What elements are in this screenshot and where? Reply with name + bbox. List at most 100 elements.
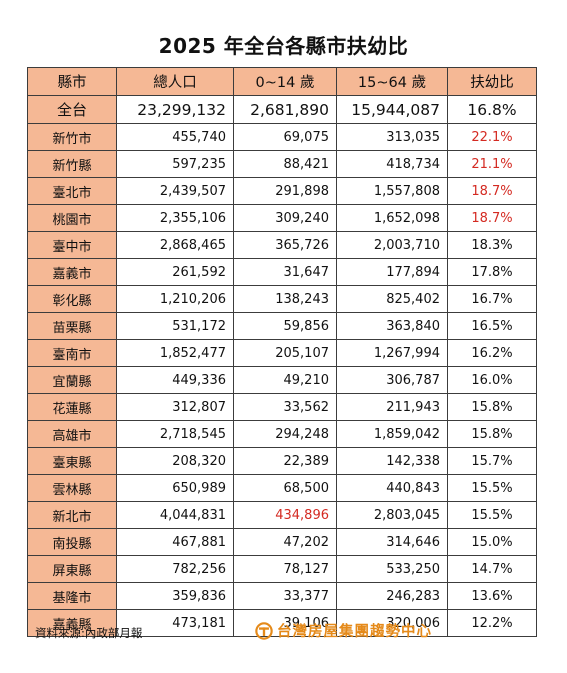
- ratio-cell: 18.7%: [447, 204, 537, 232]
- population-cell: 4,044,831: [116, 501, 234, 529]
- age-15-64-cell: 306,787: [336, 366, 448, 394]
- county-cell: 新北市: [27, 501, 117, 529]
- age-15-64-cell: 440,843: [336, 474, 448, 502]
- age-15-64-cell: 825,402: [336, 285, 448, 313]
- table-row: 雲林縣 650,989 68,500 440,843 15.5%: [27, 474, 537, 502]
- population-cell: 2,868,465: [116, 231, 234, 259]
- population-cell: 312,807: [116, 393, 234, 421]
- table-row: 彰化縣 1,210,206 138,243 825,402 16.7%: [27, 285, 537, 313]
- county-cell: 臺東縣: [27, 447, 117, 475]
- county-cell: 新竹縣: [27, 150, 117, 178]
- source-note: 資料來源:內政部月報: [35, 626, 143, 640]
- age-15-64-cell: 1,557,808: [336, 177, 448, 205]
- population-cell: 455,740: [116, 123, 234, 151]
- table-row: 臺南市 1,852,477 205,107 1,267,994 16.2%: [27, 339, 537, 367]
- population-cell: 2,355,106: [116, 204, 234, 232]
- age-0-14-cell: 39,106: [233, 609, 337, 637]
- age-0-14-cell: 205,107: [233, 339, 337, 367]
- age-15-64-cell: 211,943: [336, 393, 448, 421]
- table-row: 臺北市 2,439,507 291,898 1,557,808 18.7%: [27, 177, 537, 205]
- column-header-population: 總人口: [116, 67, 234, 96]
- table-row: 宜蘭縣 449,336 49,210 306,787 16.0%: [27, 366, 537, 394]
- age-15-64-cell: 418,734: [336, 150, 448, 178]
- table-row: 新竹縣 597,235 88,421 418,734 21.1%: [27, 150, 537, 178]
- age-0-14-cell: 49,210: [233, 366, 337, 394]
- county-cell: 桃園市: [27, 204, 117, 232]
- table-row: 臺東縣 208,320 22,389 142,338 15.7%: [27, 447, 537, 475]
- brand-name: 台灣房屋集團趨勢中心: [277, 624, 432, 640]
- age-15-64-cell: 2,803,045: [336, 501, 448, 529]
- ratio-cell: 14.7%: [447, 555, 537, 583]
- age-0-14-cell: 31,647: [233, 258, 337, 286]
- population-cell: 467,881: [116, 528, 234, 556]
- ratio-cell: 15.8%: [447, 420, 537, 448]
- age-15-64-cell: 142,338: [336, 447, 448, 475]
- age-0-14-cell: 47,202: [233, 528, 337, 556]
- ratio-cell: 22.1%: [447, 123, 537, 151]
- age-0-14-cell: 434,896: [233, 501, 337, 529]
- ratio-cell: 12.2%: [447, 609, 537, 637]
- age-0-14-cell: 294,248: [233, 420, 337, 448]
- age-0-14-cell: 309,240: [233, 204, 337, 232]
- ratio-cell: 15.7%: [447, 447, 537, 475]
- age-0-14-cell: 22,389: [233, 447, 337, 475]
- table-row: 花蓮縣 312,807 33,562 211,943 15.8%: [27, 393, 537, 421]
- table-row: 嘉義縣 473,181 39,106 320,006 12.2%: [27, 609, 537, 637]
- total-county-cell: 全台: [27, 95, 117, 124]
- total-population-cell: 23,299,132: [116, 95, 234, 124]
- county-cell: 新竹市: [27, 123, 117, 151]
- age-0-14-cell: 68,500: [233, 474, 337, 502]
- county-cell: 雲林縣: [27, 474, 117, 502]
- table-row: 基隆市 359,836 33,377 246,283 13.6%: [27, 582, 537, 610]
- population-cell: 208,320: [116, 447, 234, 475]
- age-15-64-cell: 313,035: [336, 123, 448, 151]
- county-cell: 臺中市: [27, 231, 117, 259]
- population-cell: 2,439,507: [116, 177, 234, 205]
- ratio-cell: 17.8%: [447, 258, 537, 286]
- ratio-cell: 21.1%: [447, 150, 537, 178]
- county-cell: 高雄市: [27, 420, 117, 448]
- ratio-cell: 16.0%: [447, 366, 537, 394]
- county-cell: 臺南市: [27, 339, 117, 367]
- ratio-cell: 13.6%: [447, 582, 537, 610]
- population-cell: 449,336: [116, 366, 234, 394]
- age-0-14-cell: 365,726: [233, 231, 337, 259]
- age-15-64-cell: 2,003,710: [336, 231, 448, 259]
- total-row: 全台 23,299,132 2,681,890 15,944,087 16.8%: [27, 95, 537, 124]
- age-0-14-cell: 33,562: [233, 393, 337, 421]
- brand-logo-block: 台灣房屋集團趨勢中心: [255, 620, 432, 641]
- population-cell: 473,181: [116, 609, 234, 637]
- age-15-64-cell: 363,840: [336, 312, 448, 340]
- table-header-row: 縣市 總人口 0~14 歲 15~64 歲 扶幼比: [27, 67, 537, 96]
- ratio-cell: 15.5%: [447, 474, 537, 502]
- county-cell: 宜蘭縣: [27, 366, 117, 394]
- total-ratio-cell: 16.8%: [447, 95, 537, 124]
- page-title: 2025 年全台各縣市扶幼比: [158, 34, 409, 58]
- table-row: 苗栗縣 531,172 59,856 363,840 16.5%: [27, 312, 537, 340]
- county-cell: 嘉義縣: [27, 609, 117, 637]
- age-15-64-cell: 533,250: [336, 555, 448, 583]
- table-row: 嘉義市 261,592 31,647 177,894 17.8%: [27, 258, 537, 286]
- total-age-15-64-cell: 15,944,087: [336, 95, 448, 124]
- county-cell: 南投縣: [27, 528, 117, 556]
- age-0-14-cell: 88,421: [233, 150, 337, 178]
- column-header-ratio: 扶幼比: [447, 67, 537, 96]
- population-cell: 650,989: [116, 474, 234, 502]
- table-row: 南投縣 467,881 47,202 314,646 15.0%: [27, 528, 537, 556]
- age-0-14-cell: 33,377: [233, 582, 337, 610]
- age-15-64-cell: 1,267,994: [336, 339, 448, 367]
- county-cell: 彰化縣: [27, 285, 117, 313]
- table-row: 臺中市 2,868,465 365,726 2,003,710 18.3%: [27, 231, 537, 259]
- population-cell: 2,718,545: [116, 420, 234, 448]
- age-0-14-cell: 78,127: [233, 555, 337, 583]
- county-cell: 嘉義市: [27, 258, 117, 286]
- population-cell: 261,592: [116, 258, 234, 286]
- age-15-64-cell: 320,006: [336, 609, 448, 637]
- column-header-age-0-14: 0~14 歲: [233, 67, 337, 96]
- county-cell: 臺北市: [27, 177, 117, 205]
- column-header-county: 縣市: [27, 67, 117, 96]
- column-header-age-15-64: 15~64 歲: [336, 67, 448, 96]
- population-cell: 1,852,477: [116, 339, 234, 367]
- ratio-cell: 15.5%: [447, 501, 537, 529]
- ratio-cell: 16.2%: [447, 339, 537, 367]
